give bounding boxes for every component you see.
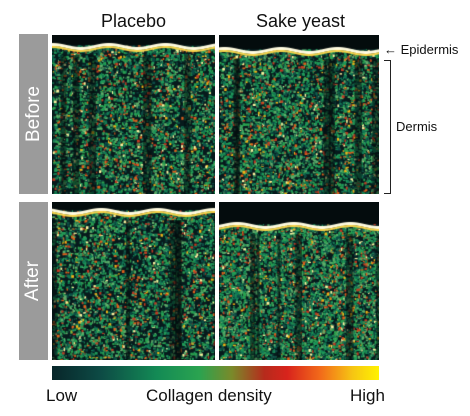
- scale-low-label: Low: [46, 386, 78, 405]
- collagen-density-color-scale: [52, 366, 379, 380]
- collagen-image-before-sake-yeast: [219, 35, 379, 194]
- row-label-after-text: After: [22, 260, 44, 302]
- row-label-after: After: [19, 202, 48, 360]
- collagen-image-after-placebo: [52, 202, 215, 360]
- row-label-before-text: Before: [22, 86, 44, 142]
- scale-high-label: High: [350, 386, 385, 405]
- collagen-image-after-sake-yeast: [219, 202, 379, 360]
- epidermis-annotation: ← Epidermis: [384, 42, 459, 57]
- dermis-annotation: Dermis: [396, 119, 438, 134]
- collagen-image-before-placebo: [52, 35, 215, 194]
- dermis-bracket: [384, 60, 391, 194]
- scale-title: Collagen density: [146, 386, 272, 405]
- row-label-before: Before: [19, 34, 48, 194]
- column-header-placebo: Placebo: [100, 11, 167, 31]
- column-header-sake-yeast: Sake yeast: [255, 11, 346, 31]
